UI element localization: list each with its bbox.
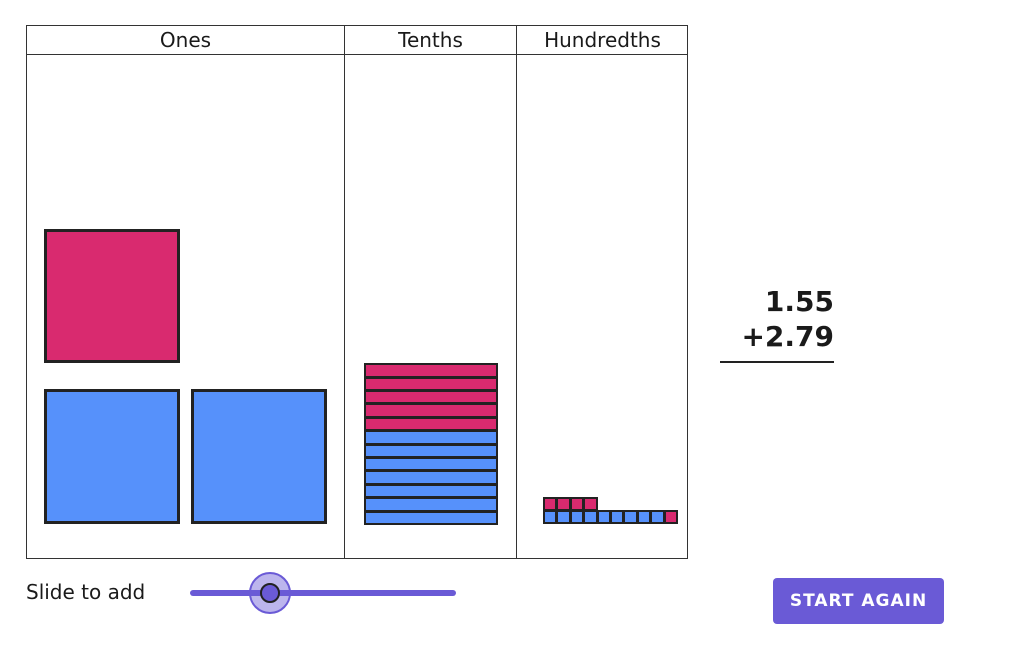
start-again-button[interactable]: START AGAIN — [773, 578, 944, 624]
ones-block-blue — [44, 389, 180, 524]
tenths-rod-pink — [364, 403, 498, 418]
tenths-rod-blue — [364, 430, 498, 445]
tenths-rod-pink — [364, 390, 498, 405]
tenths-rod-pink — [364, 376, 498, 391]
hundredths-unit-blue — [650, 510, 665, 525]
tenths-rod-blue — [364, 443, 498, 458]
ones-block-blue — [191, 389, 327, 524]
tenths-rod-pink — [364, 363, 498, 378]
ones-header: Ones — [27, 26, 344, 55]
tenths-rod-blue — [364, 457, 498, 472]
sum-rule — [720, 361, 834, 363]
hundredths-column: Hundredths — [517, 26, 688, 558]
hundredths-unit-pink — [583, 496, 598, 511]
hundredths-unit-blue — [610, 510, 625, 525]
first-addend: 1.55 — [764, 285, 834, 318]
hundredths-header: Hundredths — [517, 26, 688, 55]
hundredths-unit-pink — [543, 496, 558, 511]
hundredths-unit-blue — [569, 510, 585, 525]
hundredths-unit-blue — [543, 510, 558, 525]
tenths-rod-blue — [364, 510, 498, 525]
addition-problem: 1.55 +2.79 — [720, 284, 834, 354]
tenths-header: Tenths — [345, 26, 516, 55]
hundredths-unit-blue — [623, 510, 638, 525]
tenths-rod-blue — [364, 483, 498, 499]
ones-column: Ones — [27, 26, 345, 558]
tenths-column: Tenths — [345, 26, 517, 558]
hundredths-unit-blue — [596, 510, 611, 525]
tenths-rod-blue — [364, 497, 498, 512]
hundredths-unit-blue — [636, 510, 652, 525]
hundredths-unit-pink — [556, 496, 571, 511]
hundredths-unit-pink — [569, 496, 585, 511]
tenths-rod-pink — [364, 416, 498, 432]
hundredths-unit-blue — [556, 510, 571, 525]
second-addend: +2.79 — [741, 320, 834, 353]
add-slider-thumb[interactable] — [259, 583, 280, 603]
place-value-table: Ones Tenths Hundredths — [26, 25, 688, 559]
hundredths-unit-blue — [583, 510, 598, 525]
hundredths-unit-pink — [663, 510, 678, 525]
add-slider-track[interactable] — [190, 590, 456, 596]
tenths-rod-blue — [364, 470, 498, 485]
ones-block-pink — [44, 229, 180, 363]
slider-label: Slide to add — [26, 580, 146, 604]
